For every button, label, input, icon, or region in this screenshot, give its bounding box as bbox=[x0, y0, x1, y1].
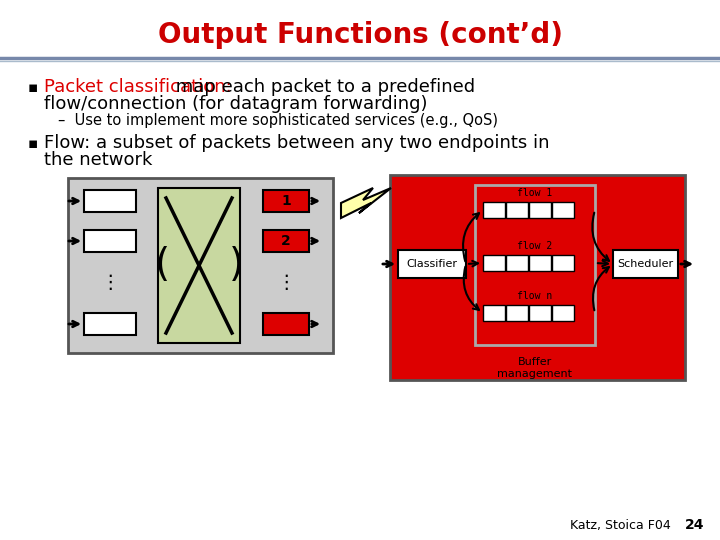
Bar bbox=[483, 202, 505, 218]
Bar bbox=[529, 305, 551, 321]
Bar bbox=[506, 202, 528, 218]
Bar bbox=[483, 255, 505, 271]
Text: ): ) bbox=[228, 246, 243, 284]
Text: flow/connection (for datagram forwarding): flow/connection (for datagram forwarding… bbox=[44, 95, 428, 113]
Bar bbox=[552, 255, 574, 271]
Text: ⋮: ⋮ bbox=[100, 273, 120, 293]
Bar bbox=[529, 202, 551, 218]
Bar bbox=[552, 305, 574, 321]
Text: 24: 24 bbox=[685, 518, 705, 532]
Text: flow 2: flow 2 bbox=[518, 241, 553, 251]
Text: Scheduler: Scheduler bbox=[617, 259, 673, 269]
Text: 1: 1 bbox=[281, 194, 291, 208]
Bar bbox=[506, 305, 528, 321]
Text: map each packet to a predefined: map each packet to a predefined bbox=[170, 78, 475, 96]
Text: Buffer
management: Buffer management bbox=[498, 357, 572, 379]
Bar bbox=[475, 185, 595, 345]
Bar bbox=[613, 250, 678, 278]
Bar bbox=[263, 313, 309, 335]
Bar bbox=[529, 255, 551, 271]
Bar bbox=[390, 175, 685, 380]
Text: –  Use to implement more sophisticated services (e.g., QoS): – Use to implement more sophisticated se… bbox=[58, 112, 498, 127]
Text: (: ( bbox=[154, 246, 170, 284]
Text: flow n: flow n bbox=[518, 291, 553, 301]
Text: ▪: ▪ bbox=[28, 136, 38, 151]
Text: Packet classification:: Packet classification: bbox=[44, 78, 232, 96]
Bar bbox=[84, 190, 136, 212]
Text: the network: the network bbox=[44, 151, 153, 169]
Bar bbox=[68, 178, 333, 353]
Text: Flow: a subset of packets between any two endpoints in: Flow: a subset of packets between any tw… bbox=[44, 134, 549, 152]
Bar bbox=[483, 305, 505, 321]
Bar bbox=[506, 255, 528, 271]
Text: ⋮: ⋮ bbox=[276, 273, 296, 293]
Bar bbox=[84, 313, 136, 335]
Text: 2: 2 bbox=[281, 234, 291, 248]
Bar bbox=[158, 188, 240, 343]
Text: flow 1: flow 1 bbox=[518, 188, 553, 198]
Bar bbox=[263, 190, 309, 212]
Text: Classifier: Classifier bbox=[407, 259, 457, 269]
Polygon shape bbox=[341, 188, 391, 218]
Bar bbox=[84, 230, 136, 252]
Bar bbox=[263, 230, 309, 252]
Text: ▪: ▪ bbox=[28, 79, 38, 94]
Bar bbox=[398, 250, 466, 278]
Bar bbox=[552, 202, 574, 218]
Text: Katz, Stoica F04: Katz, Stoica F04 bbox=[570, 518, 671, 531]
Text: Output Functions (cont’d): Output Functions (cont’d) bbox=[158, 21, 562, 49]
